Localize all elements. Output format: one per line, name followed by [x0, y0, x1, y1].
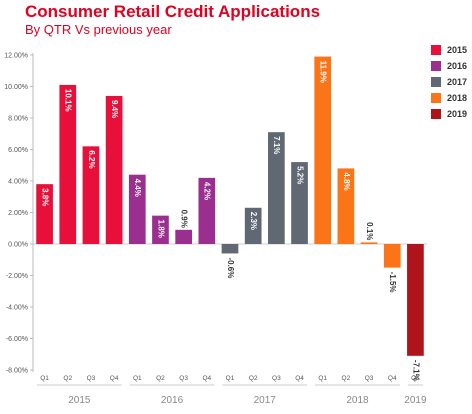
data-label: 3.8%: [40, 188, 49, 206]
x-tick-label: Q1: [318, 375, 327, 382]
bar: [105, 95, 123, 244]
x-tick-label: Q4: [202, 375, 211, 382]
data-label: 6.2%: [87, 150, 96, 168]
data-label: 7.1%: [272, 136, 281, 154]
x-tick-label: Q4: [110, 375, 119, 382]
bar: [198, 177, 216, 244]
bar: [82, 146, 100, 244]
data-label: 10.1%: [64, 89, 73, 112]
x-tick-label: Q1: [226, 375, 235, 382]
chart-subtitle: By QTR Vs previous year: [25, 22, 172, 37]
legend-item: 2016: [431, 58, 467, 74]
data-label: 5.2%: [295, 166, 304, 184]
bar: [337, 168, 355, 244]
data-label: -1.5%: [388, 272, 397, 293]
legend-label: 2018: [447, 93, 468, 103]
y-tick-label: -2.00%: [6, 273, 28, 280]
year-label: 2017: [254, 395, 277, 406]
data-label: 4.2%: [203, 182, 212, 200]
x-tick-label: Q3: [179, 375, 188, 382]
legend-item: 2015: [431, 42, 467, 58]
year-label: 2019: [404, 395, 427, 406]
data-label: 0.9%: [180, 210, 189, 228]
bar: [314, 56, 332, 245]
y-tick-label: 12.00%: [4, 53, 28, 60]
x-tick-label: Q1: [411, 375, 420, 382]
data-label: -7.1%: [411, 360, 420, 381]
y-tick-label: 8.00%: [8, 116, 28, 123]
legend-label: 2015: [447, 45, 468, 55]
x-tick-label: Q2: [249, 375, 258, 382]
x-tick-label: Q1: [40, 375, 49, 382]
bar: [175, 229, 192, 244]
bar: [244, 207, 262, 244]
year-label: 2018: [346, 395, 369, 406]
legend-label: 2016: [447, 61, 468, 71]
data-label: 11.9%: [319, 61, 328, 83]
x-tick-label: Q1: [133, 375, 142, 382]
bar: [128, 174, 146, 244]
x-tick-label: Q4: [388, 375, 397, 382]
bar: [268, 132, 285, 244]
x-tick-label: Q3: [365, 375, 374, 382]
legend-swatch: [431, 45, 441, 55]
y-tick-label: 4.00%: [8, 179, 28, 186]
legend-label: 2017: [447, 77, 468, 87]
y-tick-label: 6.00%: [8, 147, 28, 154]
legend-swatch: [431, 77, 441, 87]
data-label: 2.3%: [249, 212, 258, 230]
legend-item: 2019: [431, 106, 467, 122]
bar: [59, 84, 77, 244]
x-tick-label: Q4: [295, 375, 304, 382]
data-label: 0.1%: [365, 222, 374, 240]
data-label: 4.4%: [133, 179, 142, 197]
bar: [360, 242, 378, 244]
legend-item: 2018: [431, 90, 467, 106]
y-tick-label: -6.00%: [6, 336, 28, 343]
y-tick-label: 10.00%: [4, 84, 28, 91]
legend-swatch: [431, 109, 441, 119]
legend-swatch: [431, 61, 441, 71]
x-tick-label: Q3: [87, 375, 96, 382]
legend-label: 2019: [447, 109, 468, 119]
year-label: 2016: [161, 395, 184, 406]
data-label: 1.8%: [156, 220, 165, 238]
x-tick-label: Q2: [342, 375, 351, 382]
y-tick-label: 0.00%: [8, 242, 28, 249]
data-label: -0.6%: [226, 257, 235, 278]
y-tick-label: -8.00%: [6, 368, 28, 375]
x-tick-label: Q3: [272, 375, 281, 382]
chart-title: Consumer Retail Credit Applications: [25, 2, 321, 21]
bar: [221, 244, 239, 254]
legend-swatch: [431, 93, 441, 103]
data-label: 9.4%: [110, 100, 119, 118]
x-tick-label: Q2: [156, 375, 165, 382]
bar: [152, 215, 169, 244]
bar: [291, 162, 308, 244]
y-tick-label: 2.00%: [8, 210, 28, 217]
bar: [383, 244, 401, 268]
x-tick-label: Q2: [63, 375, 72, 382]
legend: 2015 2016 2017 2018 2019: [431, 42, 467, 122]
bar: [407, 244, 424, 356]
bar: [36, 184, 53, 244]
y-tick-label: -4.00%: [6, 305, 28, 312]
data-label: 4.8%: [342, 172, 351, 190]
year-label: 2015: [68, 395, 91, 406]
legend-item: 2017: [431, 74, 467, 90]
